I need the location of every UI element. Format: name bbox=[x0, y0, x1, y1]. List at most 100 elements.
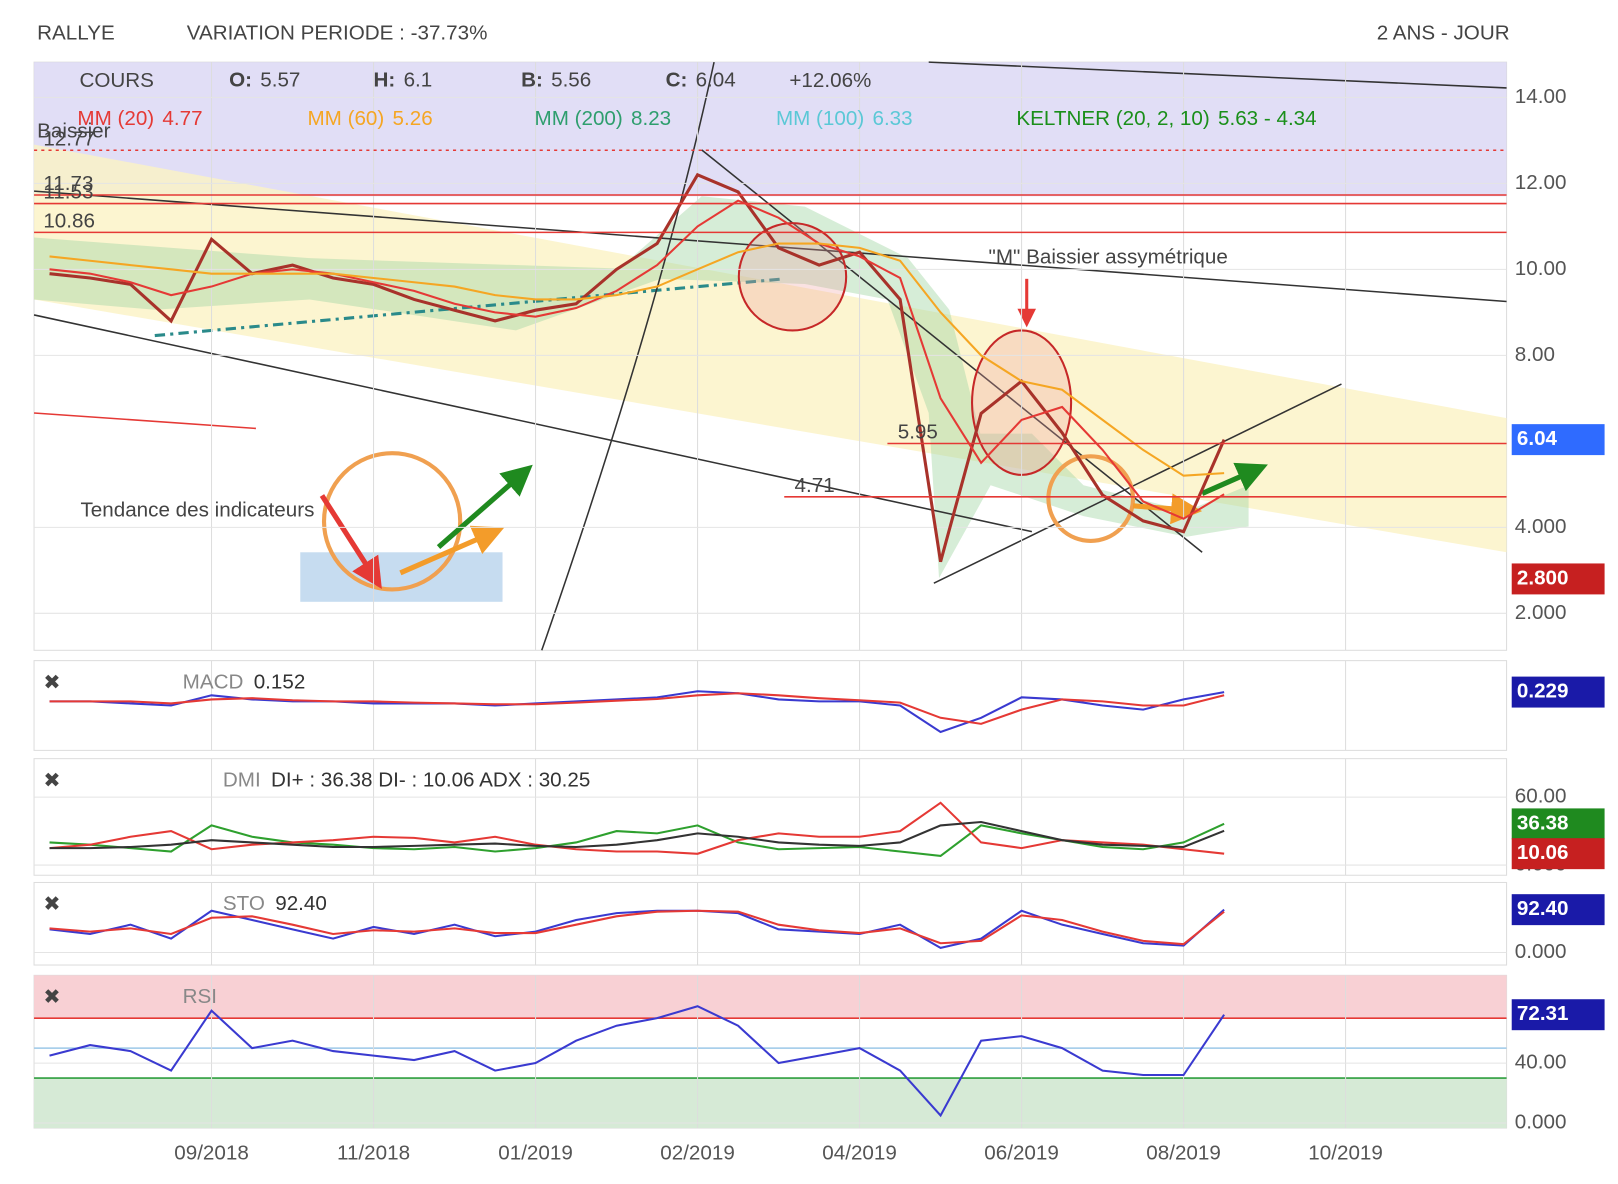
x-tick-label: 02/2019 bbox=[660, 1141, 735, 1164]
ohlc: B: 5.56 bbox=[521, 69, 591, 92]
y-tick-label: 10.00 bbox=[1515, 257, 1567, 280]
value-badge-label: 72.31 bbox=[1517, 1002, 1569, 1025]
ohlc-name: H: bbox=[374, 69, 396, 92]
y-tick-label: 4.000 bbox=[1515, 515, 1567, 538]
value-badge bbox=[1511, 838, 1605, 870]
ohlc: H: 6.1 bbox=[374, 69, 433, 92]
value-badge bbox=[1511, 676, 1605, 708]
period: 2 ANS - JOUR bbox=[1377, 22, 1510, 45]
panel bbox=[33, 881, 1508, 966]
legend-name: MM (60) bbox=[308, 107, 385, 130]
legend-value: 5.63 - 4.34 bbox=[1218, 107, 1317, 130]
close-icon: ✖ bbox=[43, 769, 60, 792]
value-badge bbox=[1511, 999, 1605, 1031]
value-badge-label: 10.06 bbox=[1517, 841, 1569, 864]
trend-line bbox=[933, 383, 1342, 584]
value-badge-label: 0.229 bbox=[1517, 680, 1569, 703]
series-line bbox=[49, 908, 1225, 949]
panel bbox=[33, 758, 1508, 876]
annotation: "M" Baissier assymétrique bbox=[989, 246, 1228, 269]
ohlc-name: O: bbox=[229, 69, 252, 92]
level-label: 5.95 bbox=[898, 421, 938, 444]
indicator-name: STO bbox=[223, 893, 265, 916]
value-badge bbox=[1511, 563, 1605, 595]
y-tick-label: 40.00 bbox=[1515, 1051, 1567, 1074]
ohlc: O: 5.57 bbox=[229, 69, 300, 92]
indicator-name: DMI bbox=[223, 769, 261, 792]
y-tick-label: 2.000 bbox=[1515, 601, 1567, 624]
legend-item: MM (60) 5.26 bbox=[308, 107, 433, 130]
trend-line bbox=[33, 314, 1033, 533]
legend-name: MM (100) bbox=[776, 107, 864, 130]
ohlc-value: 6.1 bbox=[404, 69, 433, 92]
panel-title: STO 92.40 bbox=[223, 893, 327, 916]
circle bbox=[1046, 454, 1136, 543]
value-badge-label: 6.04 bbox=[1517, 427, 1558, 450]
annotation: Tendance des indicateurs bbox=[80, 498, 314, 521]
y-tick-label: 8.00 bbox=[1515, 343, 1555, 366]
panel bbox=[33, 660, 1508, 751]
x-tick-label: 10/2019 bbox=[1308, 1141, 1383, 1164]
legend-name: KELTNER (20, 2, 10) bbox=[1016, 107, 1209, 130]
series-line bbox=[49, 820, 1225, 850]
series-line bbox=[49, 801, 1225, 855]
x-tick-label: 08/2019 bbox=[1146, 1141, 1221, 1164]
circle bbox=[321, 451, 463, 592]
circle bbox=[737, 222, 848, 332]
x-tick-label: 04/2019 bbox=[822, 1141, 897, 1164]
level-label: 12.77 bbox=[43, 127, 95, 150]
level-label: 11.73 bbox=[43, 172, 93, 195]
level-label: 4.71 bbox=[795, 474, 835, 497]
indicator-name: MACD bbox=[183, 671, 244, 694]
legend-value: 5.26 bbox=[393, 107, 433, 130]
arrow bbox=[1201, 462, 1268, 496]
overbought-zone bbox=[34, 975, 1507, 1019]
legend-value: 6.33 bbox=[872, 107, 912, 130]
series-line bbox=[49, 1005, 1225, 1118]
channel bbox=[34, 144, 1507, 553]
y-tick-label: 0.000 bbox=[1515, 1110, 1567, 1133]
change: +12.06% bbox=[789, 69, 871, 92]
value-badge bbox=[1511, 894, 1605, 926]
legend-item: MM (200) 8.23 bbox=[535, 107, 672, 130]
series-line bbox=[49, 172, 1226, 563]
subtitle: VARIATION PERIODE : -37.73% bbox=[187, 22, 488, 45]
arrow bbox=[399, 525, 505, 576]
series-line bbox=[49, 822, 1225, 858]
panel-title: RSI bbox=[183, 986, 217, 1009]
x-tick-label: 06/2019 bbox=[984, 1141, 1059, 1164]
level-label: 10.86 bbox=[43, 210, 95, 233]
arrow bbox=[319, 494, 382, 590]
y-tick-label: 12.00 bbox=[1515, 171, 1567, 194]
x-tick-label: 01/2019 bbox=[498, 1141, 573, 1164]
ohlc-value: 5.56 bbox=[551, 69, 591, 92]
value-badge-label: 92.40 bbox=[1517, 897, 1569, 920]
value-badge bbox=[1511, 808, 1605, 840]
legend-value: 4.77 bbox=[162, 107, 202, 130]
level-label: 11.53 bbox=[43, 181, 93, 204]
legend-name: MM (20) bbox=[77, 107, 154, 130]
annotation: Baissier bbox=[37, 120, 110, 143]
x-tick-label: 09/2018 bbox=[174, 1141, 249, 1164]
indicator-readout: 0.152 bbox=[254, 671, 306, 694]
panel-title: MACD 0.152 bbox=[183, 671, 306, 694]
trend-line bbox=[701, 149, 1203, 553]
legend-item: KELTNER (20, 2, 10) 5.63 - 4.34 bbox=[1016, 107, 1316, 130]
indicator-readout: DI+ : 36.38 DI- : 10.06 ADX : 30.25 bbox=[271, 769, 590, 792]
legend-item: MM (20) 4.77 bbox=[77, 107, 202, 130]
close-icon: ✖ bbox=[43, 986, 60, 1009]
ohlc-value: 6.04 bbox=[696, 69, 736, 92]
oversold-zone bbox=[34, 1078, 1507, 1129]
series-line bbox=[49, 909, 1225, 946]
title: RALLYE bbox=[37, 22, 115, 45]
legend-name: MM (200) bbox=[535, 107, 623, 130]
keltner-band bbox=[34, 196, 1249, 579]
y-tick-label: 0.000 bbox=[1515, 940, 1567, 963]
ohlc-name: C: bbox=[666, 69, 688, 92]
y-tick-label: 60.00 bbox=[1515, 785, 1567, 808]
ohlc-name: B: bbox=[521, 69, 543, 92]
close-icon: ✖ bbox=[43, 893, 60, 916]
series-line bbox=[49, 199, 1225, 520]
value-badge-label: 2.800 bbox=[1517, 566, 1569, 589]
